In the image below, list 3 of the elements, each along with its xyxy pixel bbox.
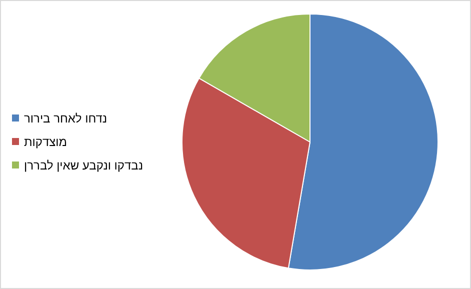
legend-label: נבדקו ונקבע שאין לבררן	[24, 158, 144, 172]
legend-label: נדחו לאחר בירור	[24, 112, 108, 126]
legend-label: מוצדקות	[24, 135, 68, 149]
